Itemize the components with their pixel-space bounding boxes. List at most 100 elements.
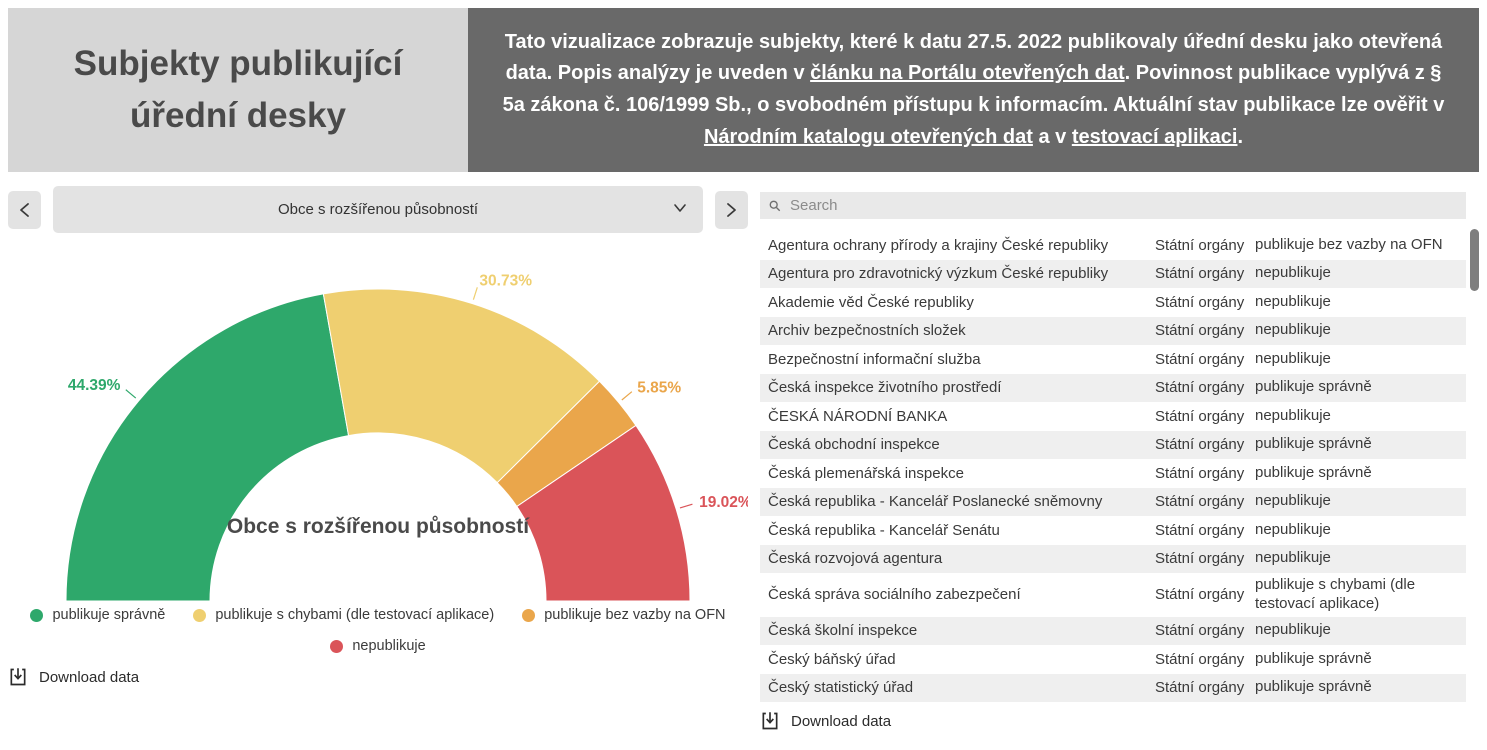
legend-item-3[interactable]: publikuje bez vazby na OFN <box>522 607 726 623</box>
legend-dot <box>522 608 536 622</box>
table-row[interactable]: Česká školní inspekce Státní orgány nepubl… <box>760 616 1466 645</box>
table-row[interactable]: Česká obchodní inspekce Státní orgány publ… <box>760 430 1466 459</box>
subject-name: Česká inspekce životního prostředí <box>768 379 1002 397</box>
chevron-left-icon <box>20 202 29 217</box>
header-text-segment: a v <box>1032 125 1072 148</box>
table-row[interactable]: Česká republika - Kancelář Senátu Státní … <box>760 516 1466 545</box>
chart-legend: publikuje správně publikuje s chybami (dl… <box>28 607 728 654</box>
category-selector-row: Obce s rozšířenou působností <box>8 186 748 233</box>
header-text-segment: Tato vizualizace zobrazuje subjekty, kte… <box>504 30 1443 85</box>
table-row[interactable]: ČESKÁ NÁRODNÍ BANKA Státní orgány nepublik… <box>760 402 1466 431</box>
subject-status: publikuje správně <box>1255 649 1372 667</box>
subject-category: Státní orgány <box>1155 550 1245 568</box>
subject-category: Státní orgány <box>1155 622 1245 640</box>
table-row[interactable]: Bezpečnostní informační služba Státní org… <box>760 345 1466 374</box>
subjects-table: Agentura ochrany přírody a krajiny České… <box>760 229 1479 702</box>
subject-name: Bezpečnostní informační služba <box>768 350 981 368</box>
search-box <box>760 192 1466 219</box>
subject-status: nepublikuje <box>1255 406 1331 424</box>
subject-name: Česká rozvojová agentura <box>768 550 943 568</box>
subject-status: nepublikuje <box>1255 492 1331 510</box>
subject-status: publikuje s chybami (dle testovací aplik… <box>1255 576 1416 612</box>
subject-status: nepublikuje <box>1255 349 1331 367</box>
subject-status: nepublikuje <box>1255 292 1331 310</box>
gauge-label-leader <box>472 287 478 300</box>
chevron-down-icon <box>674 204 686 212</box>
table-row[interactable]: Česká plemenářská inspekce Státní orgány p… <box>760 459 1466 488</box>
page-title-line2: úřední desky <box>130 96 346 135</box>
search-input[interactable] <box>788 196 1457 215</box>
subject-status: publikuje správně <box>1255 378 1372 396</box>
gauge-segment-4[interactable] <box>516 424 691 602</box>
legend-label: nepublikuje <box>352 638 426 654</box>
table-scrollbar[interactable] <box>1470 229 1479 291</box>
table-row[interactable]: Český báňský úřad Státní orgány publikuje … <box>760 645 1466 674</box>
subject-name: Česká školní inspekce <box>768 622 918 640</box>
subject-name: Český báňský úřad <box>768 650 896 668</box>
chevron-right-icon <box>727 202 736 217</box>
download-icon <box>10 668 26 686</box>
download-data-chart[interactable]: Download data <box>8 667 139 687</box>
subject-category: Státní orgány <box>1155 521 1245 539</box>
subject-status: nepublikuje <box>1255 321 1331 339</box>
subject-category: Státní orgány <box>1155 436 1245 454</box>
header-link[interactable]: Národním katalogu otevřených dat <box>703 125 1033 148</box>
legend-label: publikuje bez vazby na OFN <box>544 607 726 623</box>
next-category-button[interactable] <box>715 190 748 229</box>
subject-category: Státní orgány <box>1155 322 1245 340</box>
gauge-segment-2[interactable] <box>322 288 601 484</box>
subject-status: publikuje bez vazby na OFN <box>1255 235 1443 253</box>
header-text-segment: . <box>1237 125 1244 148</box>
header-text-segment: . Povinnost publikace vyplývá z § 5a zák… <box>502 62 1445 116</box>
page-title-line1: Subjekty publikující <box>73 43 403 83</box>
table-row[interactable]: Česká republika - Kancelář Poslanecké sn… <box>760 487 1466 516</box>
gauge-segment-1[interactable] <box>65 293 350 602</box>
table-row[interactable]: Česká správa sociálního zabezpečení Státn… <box>760 573 1466 617</box>
header-link[interactable]: článku na Portálu otevřených dat <box>810 62 1125 85</box>
subject-name: Agentura ochrany přírody a krajiny České… <box>768 236 1109 254</box>
category-dropdown-value: Obce s rozšířenou působností <box>277 201 479 218</box>
chart-panel: Obce s rozšířenou působností 44.39% 30.73… <box>8 186 748 736</box>
subject-category: Státní orgány <box>1155 350 1245 368</box>
subject-category: Státní orgány <box>1155 493 1245 511</box>
legend-item-4[interactable]: nepublikuje <box>330 638 426 654</box>
table-panel: Agentura ochrany přírody a krajiny České… <box>760 186 1479 736</box>
subject-category: Státní orgány <box>1155 407 1245 425</box>
subject-status: nepublikuje <box>1255 621 1331 639</box>
legend-dot <box>30 608 44 622</box>
table-row[interactable]: Česká inspekce životního prostředí Státní… <box>760 373 1466 402</box>
subject-name: ČESKÁ NÁRODNÍ BANKA <box>768 407 948 425</box>
table-row[interactable]: Agentura ochrany přírody a krajiny České… <box>760 231 1466 260</box>
prev-category-button[interactable] <box>8 190 41 229</box>
table-row[interactable]: Akademie věd České republiky Státní orgán… <box>760 288 1466 317</box>
table-row[interactable]: Česká rozvojová agentura Státní orgány nep… <box>760 544 1466 573</box>
table-row[interactable]: Agentura pro zdravotnický výzkum České r… <box>760 259 1466 288</box>
legend-item-1[interactable]: publikuje správně <box>30 607 165 623</box>
legend-label: publikuje správně <box>52 607 166 623</box>
category-dropdown[interactable]: Obce s rozšířenou působností <box>53 186 703 233</box>
header-description-text: Tato vizualizace zobrazuje subjekty, kte… <box>498 27 1449 153</box>
table-row[interactable]: Český statistický úřad Státní orgány publi… <box>760 673 1466 702</box>
subject-status: publikuje správně <box>1255 435 1372 453</box>
subject-category: Státní orgány <box>1155 650 1245 668</box>
subject-name: Akademie věd České republiky <box>768 293 974 311</box>
subject-status: publikuje správně <box>1255 678 1372 696</box>
download-data-label: Download data <box>791 712 892 730</box>
legend-dot <box>330 639 344 653</box>
subject-category: Státní orgány <box>1155 679 1245 697</box>
subject-category: Státní orgány <box>1155 464 1245 482</box>
gauge-chart: 44.39% 30.73% 5.85% 19.02% Obce s rozšířenou… <box>65 273 748 602</box>
legend-item-2[interactable]: publikuje s chybami (dle testovací aplik… <box>193 607 494 623</box>
download-data-table[interactable]: Download data <box>760 711 891 731</box>
subject-status: publikuje správně <box>1255 463 1372 481</box>
subject-name: Česká obchodní inspekce <box>768 436 940 454</box>
subject-name: Agentura pro zdravotnický výzkum České r… <box>768 265 1109 283</box>
subject-status: nepublikuje <box>1255 264 1331 282</box>
subject-category: Státní orgány <box>1155 379 1245 397</box>
subject-category: Státní orgány <box>1155 586 1245 604</box>
subject-name: Česká plemenářská inspekce <box>768 464 964 482</box>
table-row[interactable]: Archiv bezpečnostních složek Státní orgán… <box>760 316 1466 345</box>
gauge-label-leader <box>621 391 633 401</box>
subject-status: nepublikuje <box>1255 520 1331 538</box>
header-link[interactable]: testovací aplikaci <box>1071 125 1238 148</box>
